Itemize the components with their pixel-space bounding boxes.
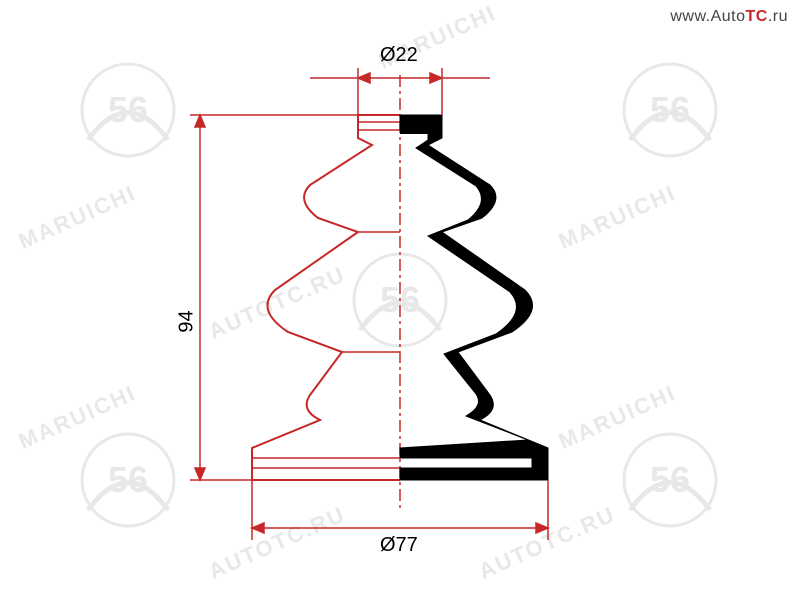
diagram-container: { "url_watermark": { "prefix": "www.Auto…: [0, 0, 800, 600]
url-watermark: www.AutoTC.ru: [670, 8, 788, 26]
dim-height: 94: [176, 310, 199, 332]
url-prefix: www.Auto: [670, 8, 745, 25]
url-mid: TC: [746, 8, 768, 25]
dim-top-diameter: Ø22: [380, 44, 418, 67]
technical-drawing: [0, 0, 800, 600]
url-suffix: .ru: [768, 8, 788, 25]
dim-bottom-diameter: Ø77: [380, 534, 418, 557]
